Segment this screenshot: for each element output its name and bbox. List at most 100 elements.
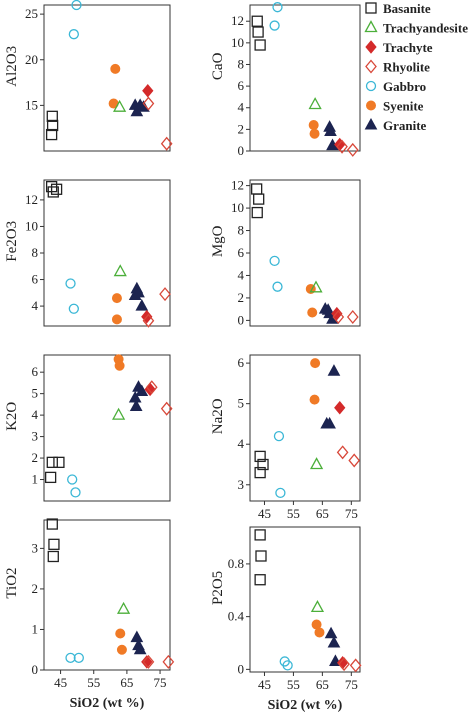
point-syenite (111, 293, 122, 304)
y-tick-label: 2 (238, 121, 245, 136)
y-axis-label: CaO (210, 52, 226, 80)
y-tick-label: 20 (25, 52, 38, 67)
panel-fe2o3: 4 6 8 10 12 Fe2O3 (4, 179, 171, 328)
point-rhyolite (159, 287, 171, 302)
y-tick-label: 12 (231, 178, 244, 193)
x-axis-label: SiO2 (wt %) (70, 696, 145, 711)
point-rhyolite (160, 401, 173, 416)
point-gabbro (68, 29, 79, 40)
y-tick-label: 1 (32, 472, 39, 487)
y-tick-label: 6 (238, 355, 245, 370)
point-syenite (115, 628, 126, 639)
point-gabbro (269, 20, 280, 31)
x-tick-label: 75 (345, 677, 358, 692)
point-basanite (45, 128, 58, 141)
y-tick-label: 4 (238, 100, 245, 115)
y-tick-label: 0.8 (228, 556, 244, 571)
point-syenite (309, 128, 320, 139)
y-tick-label: 6 (238, 78, 245, 93)
y-tick-label: 3 (238, 477, 245, 492)
legend-marker-granite (364, 117, 378, 130)
point-basanite (48, 538, 60, 550)
point-granite (129, 399, 143, 412)
point-gabbro (71, 0, 82, 11)
point-rhyolite (160, 136, 173, 151)
x-tick-label: 75 (345, 506, 358, 521)
y-axis-label: Na2O (210, 398, 226, 434)
x-tick-label: 55 (287, 506, 300, 521)
legend-label: Granite (383, 118, 427, 133)
point-basanite (46, 518, 58, 530)
point-trachyte (334, 400, 346, 415)
point-granite (132, 285, 145, 298)
legend-item-granite: Granite (364, 117, 427, 133)
y-axis-label: MgO (210, 225, 226, 257)
y-tick-label: 0 (32, 662, 39, 677)
legend-label: Syenite (383, 99, 424, 114)
y-tick-label: 2 (238, 290, 245, 305)
legend-item-trachyandesite: Trachyandesite (364, 20, 468, 36)
y-tick-label: 4 (32, 298, 39, 313)
point-gabbro (65, 652, 76, 663)
y-tick-label: 6 (32, 364, 39, 379)
panel-cao: 0 2 4 6 8 10 12 CaO (210, 2, 361, 158)
y-tick-label: 0 (238, 143, 245, 158)
y-tick-label: 6 (238, 245, 245, 260)
x-tick-label: 45 (258, 677, 271, 692)
point-syenite (110, 63, 121, 74)
plot-frame (249, 179, 361, 327)
point-granite (324, 626, 338, 639)
panel-tio2: 0 1 2 3 45 55 65 75 TiO2 SiO2 (wt %) (4, 518, 175, 711)
point-granite (327, 364, 341, 376)
point-gabbro (70, 487, 81, 498)
point-gabbro (67, 474, 78, 485)
point-syenite (309, 394, 320, 405)
y-tick-label: 8 (238, 223, 245, 238)
legend-marker-rhyolite (365, 59, 377, 74)
panel-al2o3: 15 20 25 Al2O3 (4, 0, 173, 152)
legend-label: Basanite (383, 1, 431, 16)
point-granite (135, 384, 149, 396)
legend-label: Rhyolite (383, 60, 430, 75)
plot-frame (249, 354, 361, 502)
x-tick-label: 55 (287, 677, 300, 692)
legend-marker-syenite (366, 100, 376, 111)
point-rhyolite (349, 658, 362, 673)
point-gabbro (269, 255, 280, 267)
y-axis-label: K2O (4, 402, 20, 431)
point-rhyolite (142, 654, 155, 669)
point-syenite (114, 360, 125, 371)
point-trachyte (141, 655, 153, 669)
point-gabbro (68, 303, 79, 314)
point-rhyolite (346, 310, 359, 325)
y-tick-label: 8 (32, 245, 39, 260)
x-tick-label: 75 (154, 675, 167, 690)
point-granite (327, 635, 341, 648)
y-tick-label: 8 (238, 56, 245, 71)
plot-frame (249, 526, 361, 673)
point-trachyandesite (309, 280, 323, 293)
point-granite (135, 299, 149, 311)
point-rhyolite (145, 380, 158, 395)
legend-label: Trachyandesite (383, 21, 468, 36)
legend: Basanite Trachyandesite Trachyte Rhyolite Ga… (364, 1, 468, 133)
point-rhyolite (162, 654, 175, 669)
point-syenite (116, 644, 127, 655)
point-rhyolite (346, 142, 359, 157)
point-trachyandesite (112, 407, 126, 420)
point-rhyolite (348, 453, 361, 468)
point-syenite (310, 358, 321, 369)
point-trachyandesite (113, 264, 127, 277)
y-tick-label: 1 (32, 621, 39, 636)
y-tick-label: 0 (238, 661, 245, 676)
point-basanite (46, 119, 59, 132)
point-basanite (254, 466, 266, 479)
point-gabbro (275, 487, 286, 499)
point-basanite (251, 15, 263, 27)
point-rhyolite (142, 313, 155, 328)
plot-frame (43, 4, 171, 152)
point-basanite (251, 183, 263, 195)
y-tick-label: 0 (238, 312, 245, 327)
point-rhyolite (332, 310, 345, 325)
y-tick-label: 4 (238, 436, 245, 451)
